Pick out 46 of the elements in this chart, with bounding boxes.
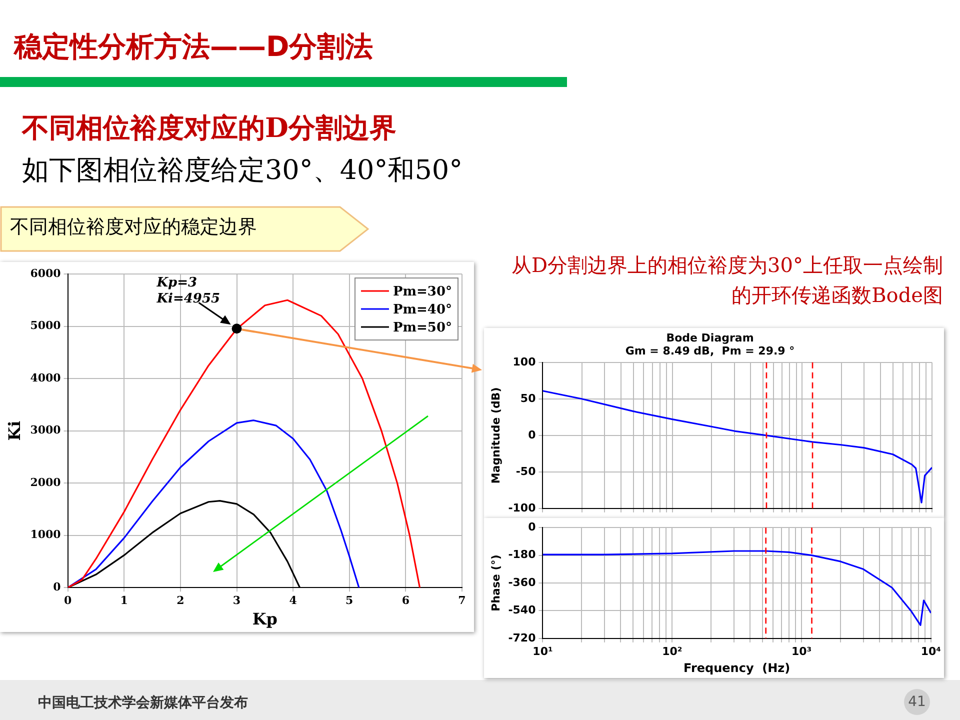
chart-title: 稳定性分析方法——D分割法 (14, 29, 374, 65)
y-tick-label: 1000 (30, 528, 62, 542)
y-tick-label: -180 (508, 548, 536, 562)
y-axis-title: Phase (°) (489, 554, 502, 612)
y-tick-label: 100 (512, 355, 536, 368)
y-tick-label: 2000 (30, 476, 62, 489)
x-tick-label: 10⁴ (920, 644, 942, 658)
x-tick-label: 10³ (791, 644, 812, 658)
y-axis-title: Magnitude (dB) (489, 387, 502, 484)
text: 如下图相位裕度给定30°、40°和50° (22, 154, 463, 188)
y-tick-label: 3000 (30, 424, 62, 437)
y-tick-label: -360 (508, 576, 536, 589)
x-tick-label: 6 (402, 594, 410, 608)
x-tick-label: 7 (458, 594, 466, 608)
chart-subtitle: Gm = 8.49 dB, Pm = 29.9 ° (625, 344, 795, 358)
y-tick-label: -720 (508, 631, 536, 644)
chart-title: Bode Diagram (666, 331, 754, 344)
x-axis-title: Frequency (Hz) (684, 660, 790, 675)
legend-label: Pm=40° (392, 302, 452, 318)
y-tick-label: 4000 (30, 371, 62, 384)
y-axis-title: Ki (4, 420, 24, 441)
legend-label: Pm=30° (392, 284, 452, 300)
y-tick-label: 0 (528, 428, 536, 442)
chart-subtitle: 不同相位裕度对应的D分割边界 (22, 112, 396, 146)
annotation: Kp=3 Ki=4955 (156, 276, 220, 307)
y-tick-label: 0 (53, 580, 62, 594)
y-tick-label: 5000 (30, 319, 62, 332)
x-tick-label: 4 (289, 594, 298, 608)
x-tick-label: 3 (232, 594, 241, 608)
y-tick-label: -50 (516, 464, 536, 478)
x-tick-label: 10¹ (532, 644, 553, 658)
text: 从D分割边界上的相位裕度为30°上任取一点绘制的开环传递函数Bode图 (510, 252, 943, 309)
x-axis-title: Kp (252, 610, 278, 629)
y-tick-label: -540 (508, 604, 536, 617)
text: 中国电工技术学会新媒体平台发布 (38, 694, 248, 712)
x-tick-label: 2 (176, 594, 184, 608)
x-tick-label: 1 (120, 594, 128, 608)
x-tick-label: 5 (346, 594, 354, 608)
y-tick-label: -100 (508, 501, 536, 514)
y-tick-label: 6000 (30, 266, 62, 280)
x-tick-label: 0 (64, 594, 72, 608)
legend-label: Pm=50° (392, 320, 452, 336)
x-tick-label: 10² (662, 644, 682, 658)
y-tick-label: 0 (528, 520, 536, 534)
text: 不同相位裕度对应的稳定边界 (10, 215, 257, 240)
y-tick-label: 50 (520, 392, 536, 405)
